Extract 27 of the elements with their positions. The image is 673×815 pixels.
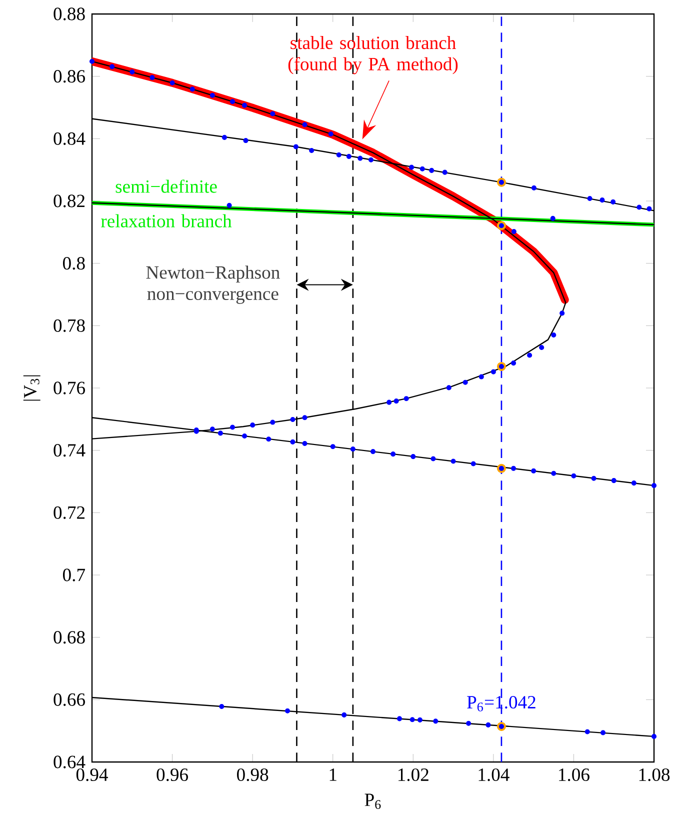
x-tick-label: 1.08 (639, 768, 670, 782)
ref-line-label: P$_{6}$=1.042 (467, 696, 536, 712)
y-tick-label: 0.68 (54, 631, 85, 644)
y-tick-label: 0.78 (54, 319, 85, 332)
y-tick-label: 0.86 (54, 70, 85, 83)
x-tick-label: 1.02 (398, 768, 428, 782)
x-tick-label: 1.06 (559, 768, 590, 782)
y-tick-label: 0.74 (54, 444, 86, 457)
ref-line-label: Newton−Raphson non−convergence (146, 266, 280, 304)
y-tick-label: 0.84 (54, 132, 86, 145)
annotation: semi−definite relaxation branch (101, 180, 232, 228)
x-tick-label: 0.94 (76, 768, 108, 782)
y-tick-label: 0.88 (54, 8, 85, 20)
x-tick-label: 1 (330, 768, 336, 781)
x-tick-label: 0.96 (156, 768, 188, 782)
annotation: stable solution branch (found by PA method) (288, 36, 458, 74)
x-axis-title: P$_{6}$ (364, 794, 381, 809)
y-axis-title: |V$_{3}$| (23, 375, 40, 401)
x-tick-label: 1.04 (478, 768, 510, 782)
y-tick-label: 0.7 (63, 568, 86, 582)
y-tick-label: 0.72 (54, 506, 85, 519)
y-tick-label: 0.64 (54, 756, 86, 768)
y-tick-label: 0.76 (54, 382, 85, 394)
y-tick-label: 0.66 (54, 693, 85, 706)
x-tick-label: 0.98 (237, 768, 268, 782)
y-tick-label: 0.82 (54, 194, 85, 208)
y-tick-label: 0.8 (63, 257, 85, 270)
